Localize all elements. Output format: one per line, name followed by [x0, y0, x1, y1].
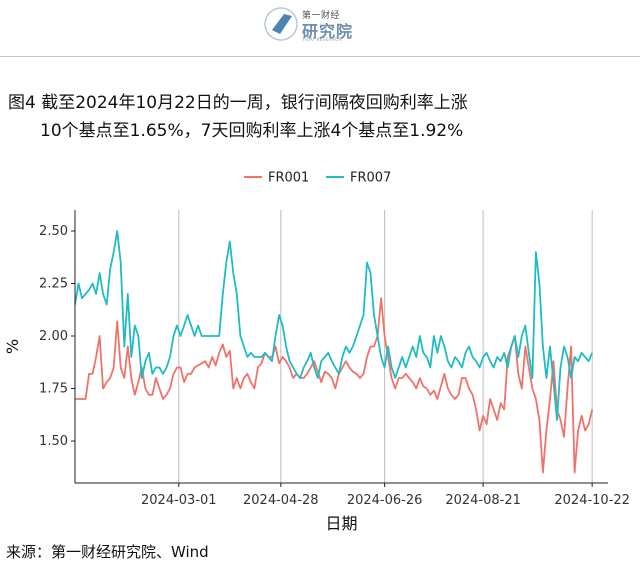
- y-tick-label-3: 2.25: [39, 277, 68, 292]
- x-tick-label-2: 2024-06-26: [347, 493, 423, 508]
- y-tick-label-4: 2.50: [39, 224, 68, 239]
- y-tick-label-2: 2.00: [39, 329, 68, 344]
- y-tick-label-1: 1.75: [39, 382, 68, 397]
- x-axis-title: 日期: [325, 514, 357, 533]
- source-note: 来源：第一财经研究院、Wind: [6, 543, 209, 561]
- figure-title-line-2: 10个基点至1.65%，7天回购利率上涨4个基点至1.92%: [40, 121, 464, 141]
- y-tick-label-0: 1.50: [39, 434, 68, 449]
- x-tick-label-3: 2024-08-21: [445, 493, 521, 508]
- x-tick-label-4: 2024-10-22: [554, 493, 630, 508]
- logo-top-text: 第一财经: [302, 11, 341, 21]
- x-tick-label-1: 2024-04-28: [243, 493, 319, 508]
- logo-mark-icon: [264, 7, 298, 41]
- legend-label-fr007: FR007: [350, 171, 391, 186]
- chart-series: [74, 230, 594, 474]
- chart-grid: [178, 210, 593, 483]
- logo-english-text: YICAI RESEARCH: [302, 37, 343, 42]
- figure-title-line-1: 图4 截至2024年10月22日的一周，银行间隔夜回购利率上涨: [8, 93, 468, 113]
- series-line-fr007: [74, 230, 594, 421]
- yicai-logo: 第一财经 研究院 YICAI RESEARCH: [262, 4, 382, 44]
- series-line-fr001: [75, 297, 594, 474]
- chart-axes: [74, 210, 608, 484]
- header-divider: [0, 56, 640, 57]
- legend-label-fr001: FR001: [268, 171, 309, 186]
- y-axis-title: %: [3, 339, 22, 354]
- chart-ticks: 1.50 1.75 2.00 2.25 2.50 2024-03-01 2024-04-28…: [39, 224, 630, 508]
- logo-main-text: 研究院: [302, 22, 354, 41]
- x-tick-label-0: 2024-03-01: [141, 493, 217, 508]
- chart-legend: FR001 FR007: [244, 171, 391, 186]
